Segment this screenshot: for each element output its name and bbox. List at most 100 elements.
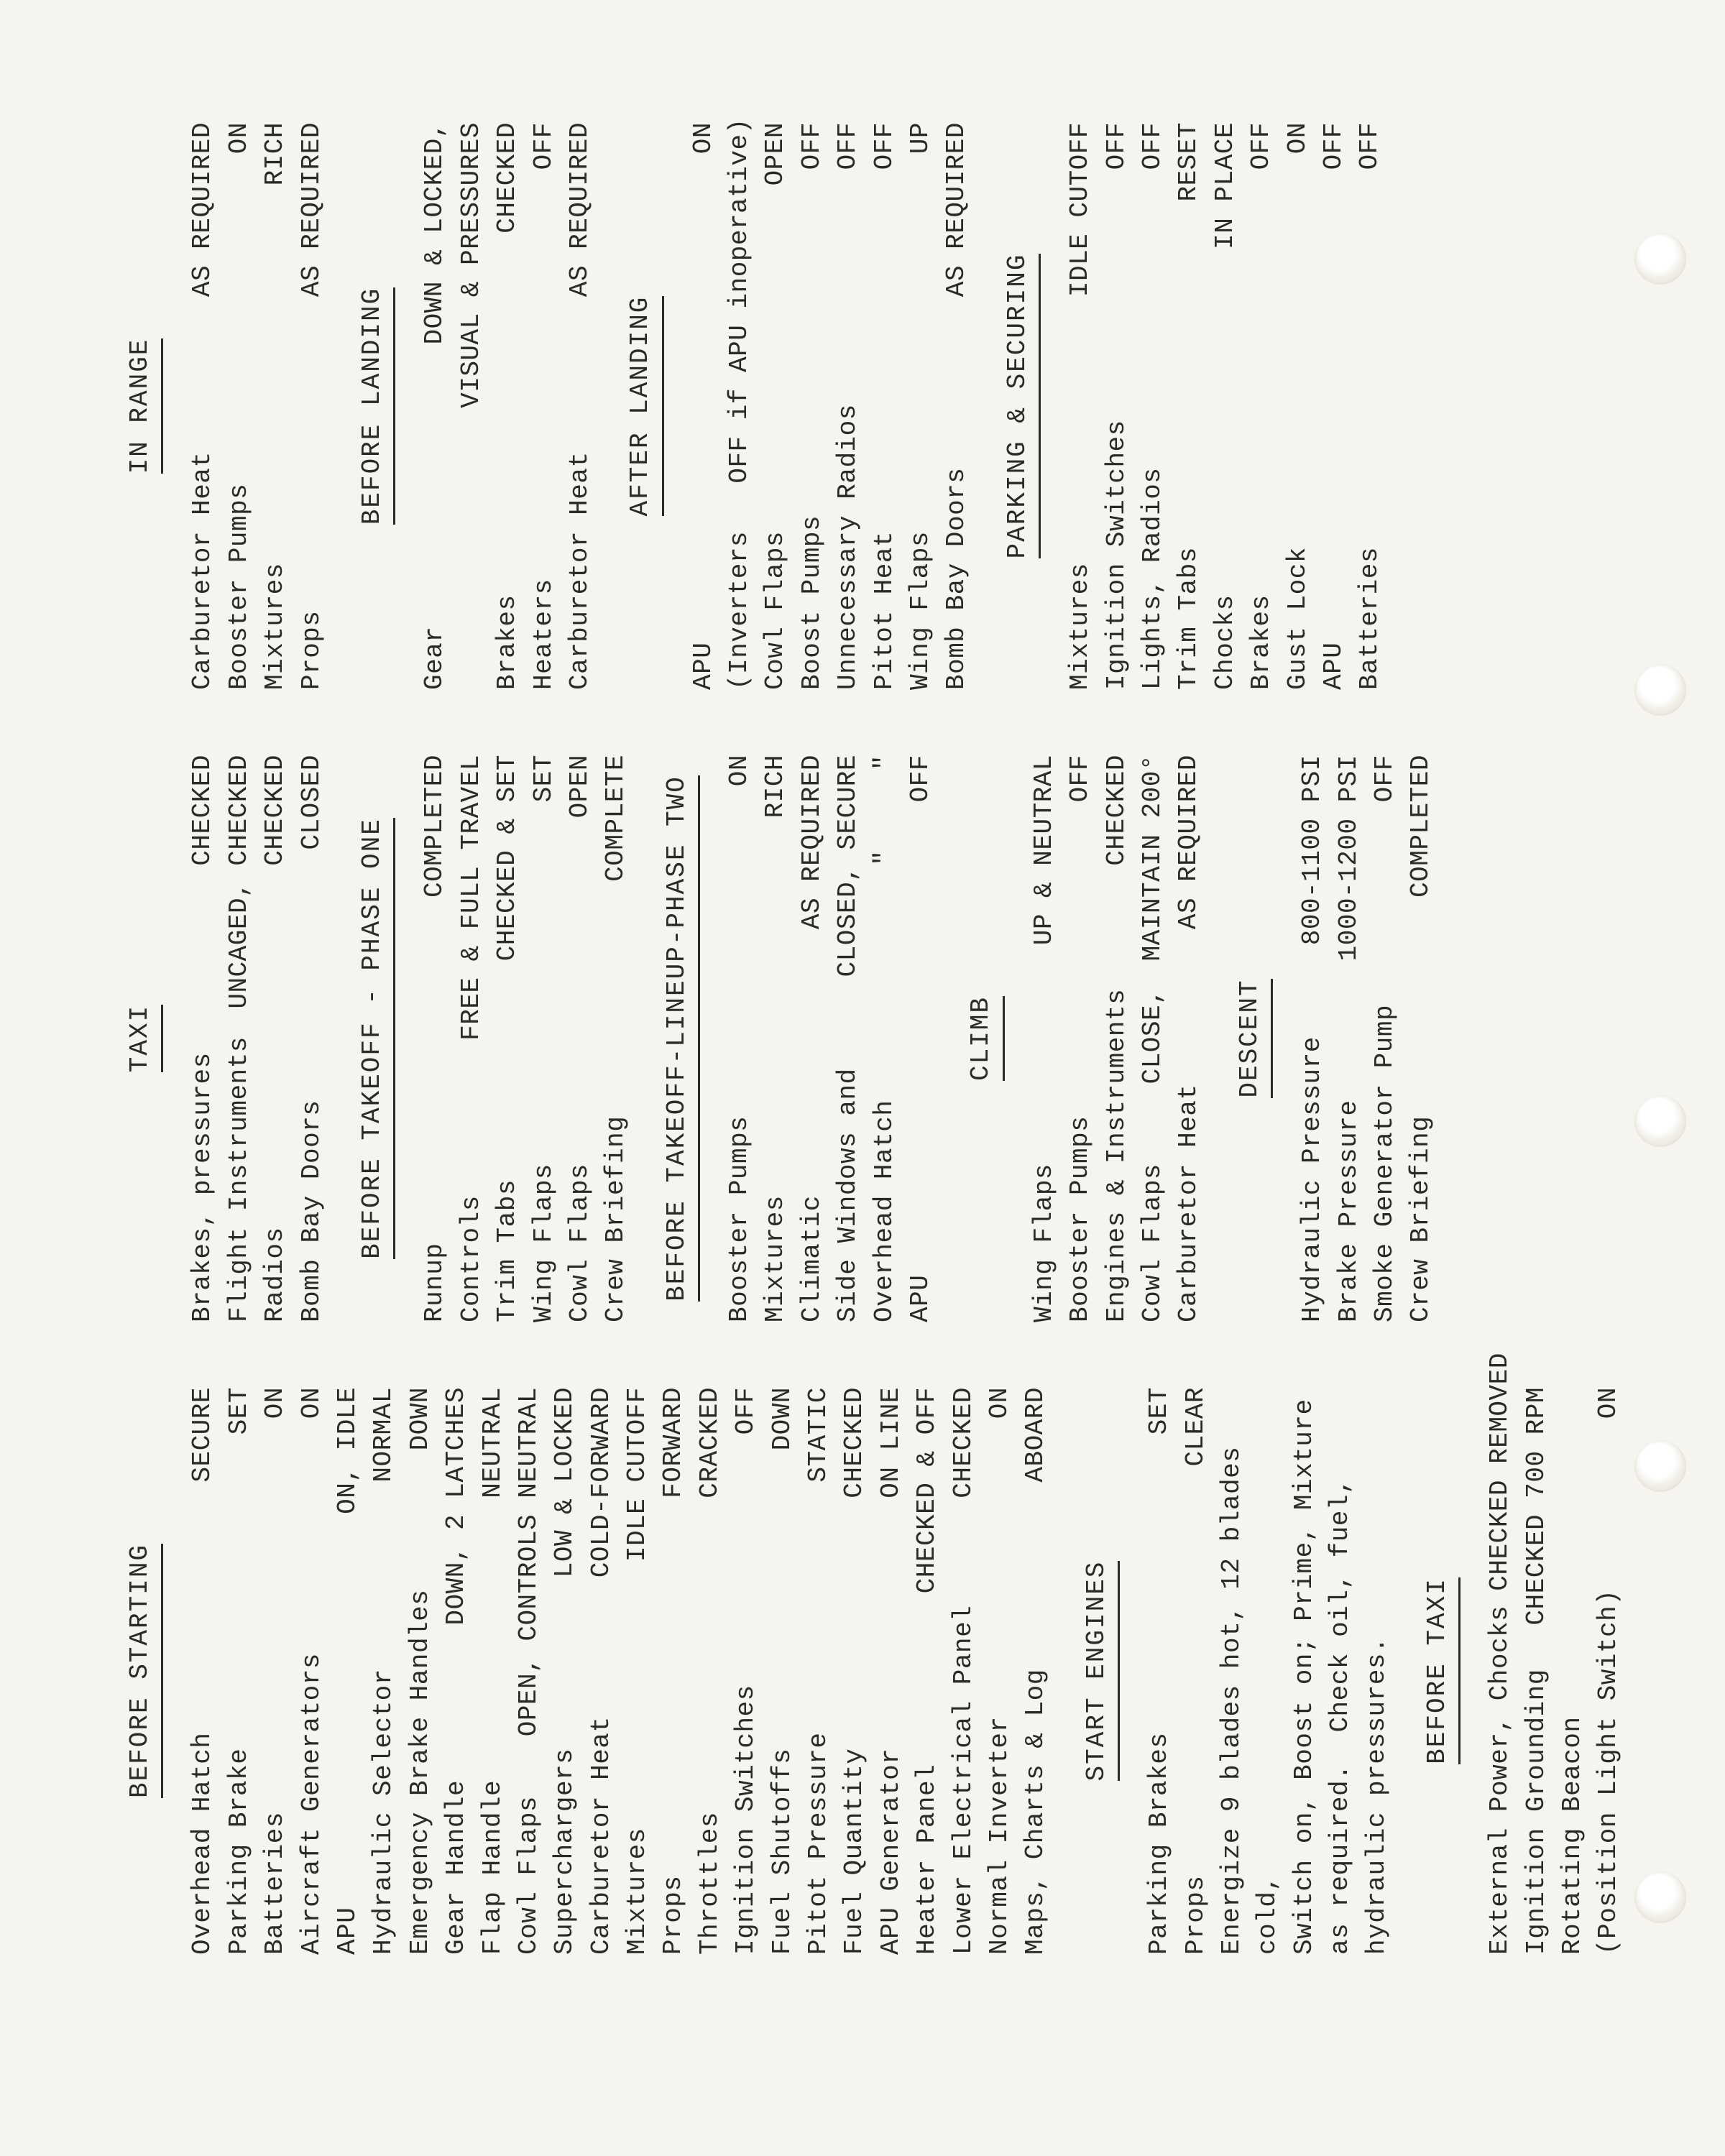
item-label: Trim Tabs bbox=[489, 975, 525, 1322]
checklist-row: Ignition SwitchesOFF bbox=[1099, 122, 1135, 690]
column-2: TAXIBrakes, pressuresCHECKEDFlight Instr… bbox=[101, 755, 1640, 1322]
checklist-row: Hydraulic SelectorNORMAL bbox=[366, 1387, 402, 1955]
checklist-row: Flight InstrumentsUNCAGED, CHECKED bbox=[221, 755, 257, 1322]
item-value: IDLE CUTOFF bbox=[1062, 122, 1098, 311]
checklist-row: Gust LockON bbox=[1280, 122, 1316, 690]
item-label: Ignition Grounding bbox=[1519, 1640, 1555, 1955]
item-value: AS REQUIRED bbox=[294, 122, 330, 311]
item-value: ON bbox=[686, 122, 722, 168]
item-value: COMPLETE bbox=[598, 755, 634, 896]
section-items: External Power, ChocksCHECKED REMOVEDIgn… bbox=[1482, 1387, 1627, 1955]
item-value: AS REQUIRED bbox=[1171, 755, 1207, 944]
checklist-row: Ignition GroundingCHECKED 700 RPM bbox=[1519, 1387, 1555, 1955]
item-label: Overhead Hatch bbox=[867, 880, 903, 1322]
item-value: OFF bbox=[1367, 755, 1403, 816]
item-label bbox=[454, 423, 489, 690]
item-label: Mixtures bbox=[620, 1576, 656, 1955]
item-value: ON LINE bbox=[873, 1387, 909, 1513]
checklist-row: SuperchargersLOW & LOCKED bbox=[547, 1387, 583, 1955]
item-label: Lights, Radios bbox=[1135, 184, 1171, 690]
item-label: Wing Flaps bbox=[526, 816, 562, 1322]
checklist-row: APUON bbox=[686, 122, 722, 690]
item-label: Superchargers bbox=[547, 1592, 583, 1955]
item-label: Cowl Flaps bbox=[562, 832, 598, 1322]
item-label: Maps, Charts & Log bbox=[1018, 1497, 1054, 1955]
checklist-row: MixturesRICH bbox=[758, 755, 794, 1322]
item-value: ON bbox=[722, 755, 758, 801]
item-label: Wing Flaps bbox=[903, 168, 939, 690]
checklist-row: ChocksIN PLACE bbox=[1208, 122, 1243, 690]
item-label: Heaters bbox=[526, 184, 562, 690]
checklist-row: Rotating Beacon bbox=[1555, 1387, 1591, 1955]
item-value: CLOSED, SECURE bbox=[830, 755, 866, 991]
section-title: START ENGINES bbox=[1079, 1561, 1120, 1782]
item-label: APU Generator bbox=[873, 1513, 909, 1955]
checklist-row: Booster PumpsON bbox=[221, 122, 257, 690]
item-value: AS REQUIRED bbox=[794, 755, 830, 944]
item-value: LOW & LOCKED bbox=[547, 1387, 583, 1592]
item-label: Cowl Flaps bbox=[758, 200, 794, 690]
item-value bbox=[722, 103, 758, 118]
item-label: Emergency Brake Handles bbox=[402, 1465, 438, 1955]
item-label: APU bbox=[686, 168, 722, 690]
item-value: SET bbox=[526, 755, 562, 816]
checklist-row: Hydraulic Pressure800-1100 PSI bbox=[1294, 755, 1330, 1322]
checklist-row: VISUAL & PRESSURES bbox=[454, 122, 489, 690]
item-value: OPEN bbox=[562, 755, 598, 832]
item-label: Booster Pumps bbox=[1062, 816, 1098, 1322]
checklist-row: Pitot HeatOFF bbox=[867, 122, 903, 690]
checklist-row: Trim TabsCHECKED & SET bbox=[489, 755, 525, 1322]
section: TAXIBrakes, pressuresCHECKEDFlight Instr… bbox=[111, 755, 330, 1322]
section: PARKING & SECURINGMixturesIDLE CUTOFFIgn… bbox=[988, 122, 1389, 690]
item-label: Rotating Beacon bbox=[1555, 1401, 1591, 1955]
checklist-row: HeatersOFF bbox=[526, 122, 562, 690]
section: IN RANGECarburetor HeatAS REQUIREDBooste… bbox=[111, 122, 330, 690]
section: DESCENTHydraulic Pressure800-1100 PSIBra… bbox=[1220, 755, 1440, 1322]
section: BEFORE STARTINGOverhead HatchSECUREParki… bbox=[111, 1387, 1054, 1955]
item-label: Hydraulic Selector bbox=[366, 1497, 402, 1955]
item-label: Aircraft Generators bbox=[294, 1433, 330, 1955]
section-items: Parking BrakesSETPropsCLEAR bbox=[1141, 1387, 1214, 1955]
item-label: Side Windows and bbox=[830, 991, 866, 1322]
item-label: Carburetor Heat bbox=[1171, 944, 1207, 1322]
section-items: Overhead HatchSECUREParking BrakeSETBatt… bbox=[185, 1387, 1054, 1955]
checklist-row: Carburetor HeatAS REQUIRED bbox=[1171, 755, 1207, 1322]
item-label: Boost Pumps bbox=[794, 184, 830, 690]
checklist-row: Fuel QuantityCHECKED bbox=[837, 1387, 873, 1955]
checklist-row: Brake Pressure1000-1200 PSI bbox=[1331, 755, 1367, 1322]
column-3: IN RANGECarburetor HeatAS REQUIREDBooste… bbox=[101, 122, 1640, 690]
item-label: Gear bbox=[417, 359, 453, 690]
section: CLIMBWing FlapsUP & NEUTRALBooster Pumps… bbox=[952, 755, 1207, 1322]
section-items: MixturesIDLE CUTOFFIgnition SwitchesOFFL… bbox=[1062, 122, 1389, 690]
section-title: BEFORE TAKEOFF - PHASE ONE bbox=[354, 818, 395, 1259]
item-value: AS REQUIRED bbox=[562, 122, 598, 311]
checklist-row: Cowl FlapsOPEN bbox=[562, 755, 598, 1322]
checklist-row: Booster PumpsON bbox=[722, 755, 758, 1322]
item-value: AS REQUIRED bbox=[185, 122, 221, 311]
item-value: OFF bbox=[728, 1387, 764, 1449]
item-label: Throttles bbox=[692, 1513, 728, 1955]
item-label: Lower Electrical Panel bbox=[946, 1513, 982, 1955]
item-value: CHECKED bbox=[946, 1387, 982, 1513]
section: BEFORE TAKEOFF - PHASE ONERunupCOMPLETED… bbox=[343, 755, 635, 1322]
item-label: Gear Handle bbox=[438, 1640, 474, 1955]
checklist-row: Emergency Brake HandlesDOWN bbox=[402, 1387, 438, 1955]
checklist-row: Normal InverterON bbox=[982, 1387, 1018, 1955]
section-items: Booster PumpsONMixturesRICHClimaticAS RE… bbox=[722, 755, 939, 1322]
section-title: BEFORE TAXI bbox=[1420, 1577, 1460, 1764]
item-value: OFF bbox=[526, 122, 562, 184]
checklist-row: BrakesOFF bbox=[1243, 122, 1279, 690]
checklist-row: Wing FlapsUP bbox=[903, 122, 939, 690]
item-label: Pitot Pressure bbox=[801, 1497, 837, 1955]
section-tail-text: Energize 9 blades hot, 12 blades cold, S… bbox=[1214, 1387, 1395, 1955]
item-label: External Power, Chocks bbox=[1482, 1606, 1518, 1955]
section-items: Brakes, pressuresCHECKEDFlight Instrumen… bbox=[185, 755, 330, 1322]
item-value: ON, IDLE bbox=[330, 1387, 366, 1529]
item-label: Crew Briefing bbox=[598, 896, 634, 1322]
item-label: Batteries bbox=[257, 1433, 293, 1955]
item-label: (Inverters OFF if APU inoperative) bbox=[722, 118, 758, 690]
checklist-row: BatteriesON bbox=[257, 1387, 293, 1955]
item-value: OPEN bbox=[758, 122, 794, 200]
item-label: APU bbox=[903, 816, 939, 1322]
item-value: RICH bbox=[758, 755, 794, 832]
